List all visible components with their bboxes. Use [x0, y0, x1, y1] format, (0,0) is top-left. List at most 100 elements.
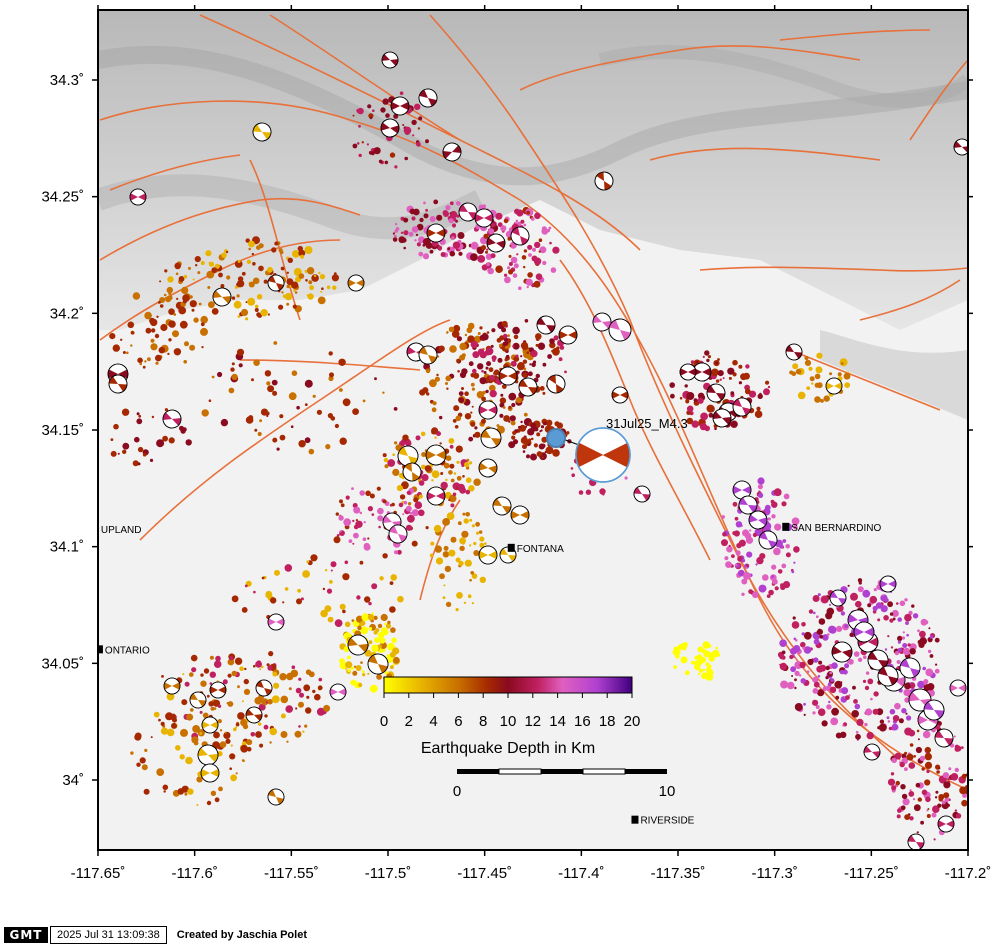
earthquake-dot [439, 415, 443, 420]
earthquake-dot [457, 370, 460, 373]
earthquake-dot [418, 251, 424, 257]
x-tick-label: -117.5˚ [365, 865, 411, 882]
main-event[interactable]: 31Jul25_M4.3 [546, 416, 688, 483]
earthquake-dot [894, 702, 901, 710]
earthquake-dot [913, 755, 916, 758]
focal-mechanism [907, 833, 925, 850]
earthquake-dot [542, 391, 546, 395]
earthquake-dot [177, 788, 185, 795]
earthquake-dot [839, 669, 845, 675]
earthquake-dot [377, 623, 383, 629]
earthquake-dot [387, 620, 391, 625]
earthquake-dot [266, 414, 269, 417]
earthquake-dot [807, 658, 814, 666]
main-event-label: 31Jul25_M4.3 [606, 416, 688, 431]
earthquake-dot [164, 269, 168, 273]
earthquake-dot [109, 333, 116, 340]
earthquake-dot [684, 670, 690, 676]
focal-mechanism [209, 681, 227, 699]
earthquake-dot [431, 430, 435, 435]
focal-mechanism [129, 188, 147, 206]
y-tick-label: 34.2˚ [50, 305, 84, 322]
earthquake-dot [302, 570, 310, 578]
earthquake-dot [485, 250, 488, 254]
earthquake-dot [329, 372, 334, 378]
earthquake-dot [389, 581, 394, 585]
earthquake-dot [749, 529, 752, 532]
earthquake-dot [449, 212, 452, 215]
earthquake-dot [717, 370, 724, 377]
earthquake-dot [941, 800, 946, 805]
earthquake-dot [412, 134, 415, 137]
fault-lines [99, 14, 968, 791]
earthquake-dot [352, 519, 355, 523]
earthquake-dot [231, 362, 235, 366]
earthquake-dot [393, 407, 398, 411]
earthquake-dot [479, 377, 487, 385]
earthquake-dot [442, 518, 450, 526]
earthquake-dot [367, 537, 370, 540]
earthquake-dot [288, 687, 292, 691]
earthquake-dot [814, 396, 821, 403]
earthquake-dot [263, 279, 268, 284]
colorbar-tick-label: 18 [599, 713, 616, 730]
earthquake-dot [911, 604, 915, 608]
earthquake-dot [457, 483, 465, 492]
earthquake-dot [504, 276, 511, 284]
earthquake-dot [370, 151, 375, 156]
earthquake-dot [200, 673, 204, 677]
earthquake-dot [274, 241, 279, 246]
earthquake-dot [376, 486, 381, 491]
earthquake-dot [468, 436, 474, 442]
ridge-shading [98, 45, 968, 186]
credit-text: Created by Jaschia Polet [176, 929, 307, 941]
earthquake-dot [479, 334, 486, 341]
earthquake-dot [773, 488, 782, 497]
earthquake-dot [450, 503, 455, 508]
earthquake-dot [917, 629, 920, 633]
earthquake-dot [467, 335, 475, 344]
earthquake-dot [879, 719, 885, 724]
earthquake-dot [512, 345, 515, 348]
earthquake-dot [890, 772, 895, 776]
earthquake-dot [189, 344, 196, 351]
earthquake-dot [374, 377, 377, 381]
earthquake-dot [730, 391, 735, 395]
earthquake-dot [192, 725, 201, 733]
earthquake-dot [919, 755, 926, 762]
earthquake-dot [311, 274, 319, 282]
earthquake-dot [450, 536, 457, 543]
earthquake-dot [949, 743, 955, 748]
earthquake-dot [181, 699, 188, 706]
earthquake-dot [701, 648, 706, 654]
earthquake-dot [741, 592, 745, 596]
earthquake-dot [793, 561, 796, 564]
earthquake-dot [779, 662, 788, 671]
earthquake-dot [869, 595, 878, 604]
earthquake-dot [526, 454, 530, 459]
earthquake-dot [934, 796, 938, 799]
earthquake-dot [887, 635, 890, 638]
earthquake-dot [897, 647, 902, 653]
earthquake-dot [510, 360, 517, 367]
earthquake-dot [774, 586, 779, 591]
earthquake-dot [173, 313, 177, 316]
focal-mechanism [255, 679, 273, 697]
earthquake-dot [465, 489, 471, 495]
earthquake-dot [367, 672, 370, 675]
earthquake-dot [746, 551, 753, 558]
earthquake-dot [533, 443, 539, 448]
earthquake-dot [909, 816, 914, 821]
earthquake-dot [155, 361, 159, 365]
earthquake-dot [817, 675, 821, 678]
earthquake-dot [443, 545, 449, 551]
earthquake-dot [334, 619, 343, 627]
focal-mechanism [536, 315, 556, 335]
earthquake-dot [416, 242, 421, 247]
earthquake-dot [373, 615, 378, 621]
earthquake-dot [390, 461, 393, 464]
earthquake-dot [500, 393, 504, 397]
earthquake-dot [896, 660, 901, 664]
earthquake-dot [848, 658, 854, 665]
earthquake-dot [484, 542, 487, 545]
